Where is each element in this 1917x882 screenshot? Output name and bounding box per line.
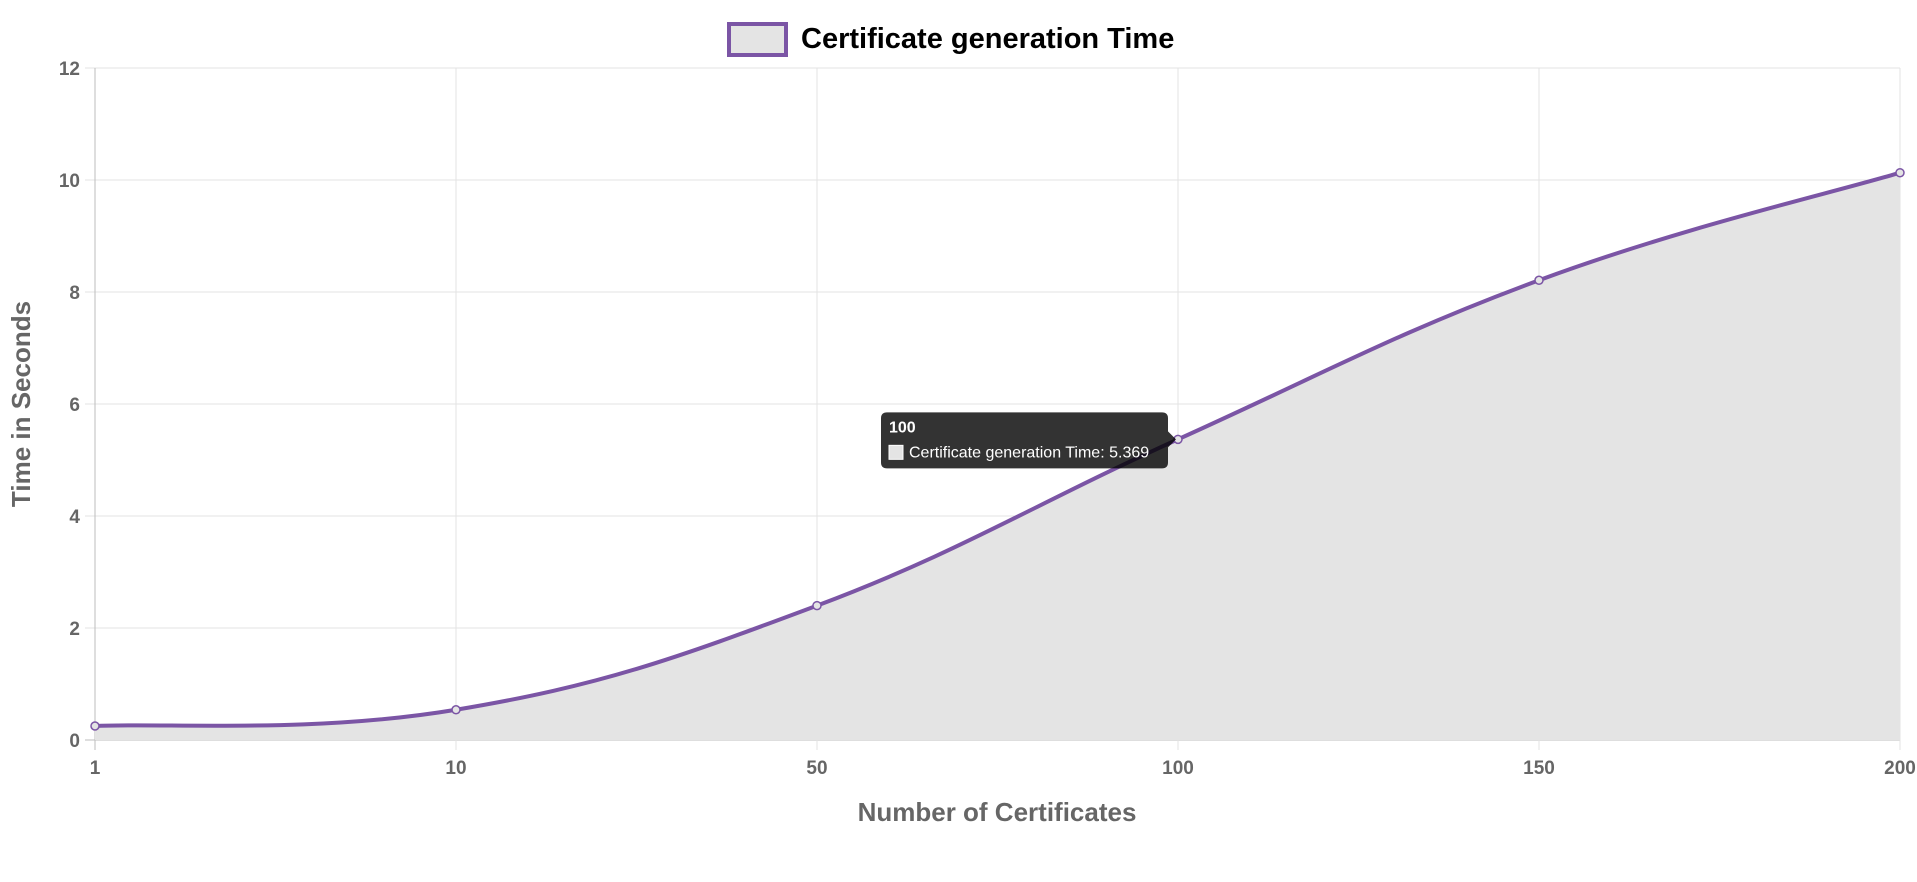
- x-axis-title: Number of Certificates: [858, 797, 1137, 827]
- y-axis-ticks: 0 2 4 6 8 10 12: [59, 59, 81, 752]
- data-points: [90, 167, 1905, 731]
- x-tick-label: 1: [90, 758, 101, 779]
- legend[interactable]: Certificate generation Time: [727, 22, 1174, 57]
- y-tick-label: 10: [59, 171, 80, 192]
- series-line: [94, 170, 1901, 728]
- y-axis-title: Time in Seconds: [6, 301, 36, 507]
- x-tick-label: 200: [1884, 758, 1916, 779]
- x-axis-ticks: 1 10 50 100 150 200: [90, 758, 1916, 779]
- tooltip-label: Certificate generation Time: 5.369: [909, 444, 1149, 461]
- series-area: [95, 172, 1900, 741]
- tooltip: 100 Certificate generation Time: 5.369: [881, 412, 1176, 469]
- y-tick-label: 8: [69, 283, 80, 304]
- x-tick-label: 150: [1523, 758, 1555, 779]
- y-tick-label: 6: [69, 395, 80, 416]
- tooltip-box: [881, 412, 1176, 469]
- y-tick-label: 4: [69, 507, 80, 528]
- y-tick-label: 0: [69, 731, 80, 752]
- legend-label: Certificate generation Time: [801, 23, 1174, 55]
- x-tick-label: 10: [445, 758, 466, 779]
- data-point[interactable]: [812, 600, 822, 611]
- data-point[interactable]: [1534, 275, 1544, 285]
- legend-swatch: [727, 22, 788, 57]
- data-point[interactable]: [1895, 167, 1905, 178]
- data-point[interactable]: [451, 705, 461, 715]
- tooltip-title: 100: [889, 419, 916, 436]
- x-tick-label: 100: [1162, 758, 1194, 779]
- x-tick-label: 50: [806, 758, 827, 779]
- y-tick-label: 12: [59, 59, 80, 80]
- tooltip-swatch: [888, 444, 904, 460]
- data-point[interactable]: [90, 721, 100, 731]
- y-tick-label: 2: [69, 619, 80, 640]
